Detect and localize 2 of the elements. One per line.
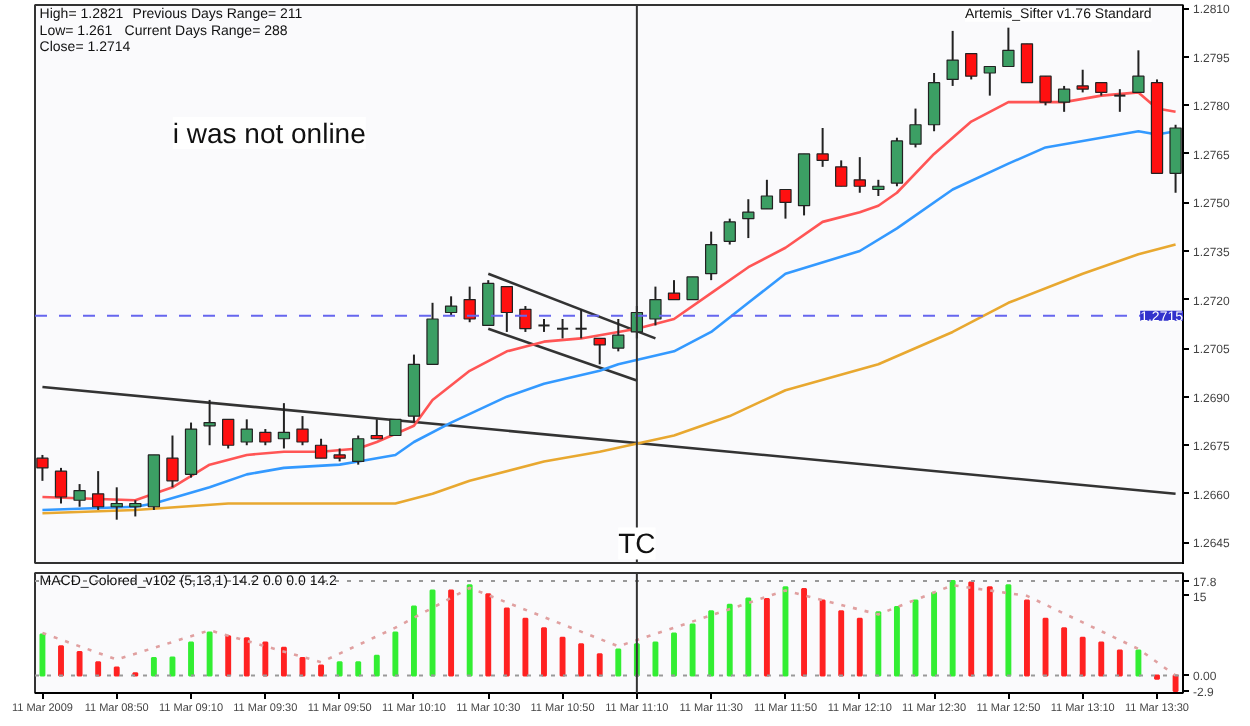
annotation: i was not online — [172, 117, 367, 149]
ref-line-label: TC — [618, 527, 656, 560]
